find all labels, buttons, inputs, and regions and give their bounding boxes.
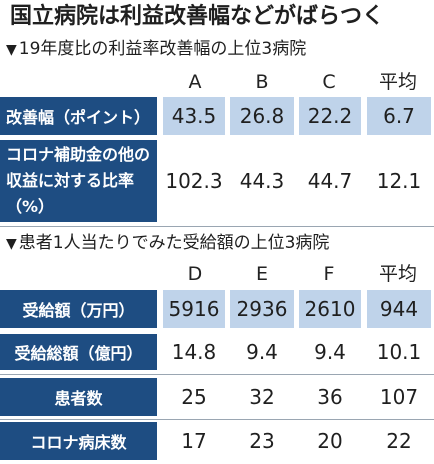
- section2-heading: ▼ 患者1人当たりでみた受給額の上位3病院: [6, 232, 329, 255]
- row-label-covid-beds: コロナ病床数: [0, 422, 157, 460]
- section2-heading-text: 患者1人当たりでみた受給額の上位3病院: [18, 233, 330, 253]
- col-header-f: F: [323, 263, 335, 285]
- table-cell: 2610: [299, 290, 361, 328]
- table-cell: 12.1: [376, 169, 422, 193]
- table-cell: 944: [367, 290, 431, 328]
- table-cell: 22: [386, 429, 412, 453]
- table-cell: 44.3: [239, 169, 285, 193]
- col-header-a: A: [188, 71, 202, 93]
- divider: [0, 226, 434, 227]
- table-cell: 23: [249, 429, 275, 453]
- col-header-c: C: [322, 71, 336, 93]
- divider: [0, 419, 434, 420]
- col-header-b: B: [255, 71, 269, 93]
- row-label-improvement: 改善幅（ポイント）: [0, 97, 157, 135]
- col-header-average: 平均: [378, 71, 417, 93]
- col-header-average-2: 平均: [378, 263, 417, 285]
- triangle-down-icon: ▼: [6, 236, 17, 252]
- table-cell: 20: [317, 429, 343, 453]
- table-cell: 44.7: [307, 169, 353, 193]
- page-title: 国立病院は利益改善幅などがばらつく: [10, 4, 385, 29]
- row-label-patients: 患者数: [0, 378, 157, 416]
- table-cell: 36: [317, 385, 343, 409]
- section1-heading: ▼ 19年度比の利益率改善幅の上位3病院: [6, 38, 306, 61]
- triangle-down-icon: ▼: [6, 42, 17, 58]
- row-label-subsidy-ratio: コロナ補助金の他の収益に対する比率（%）: [0, 140, 157, 222]
- table-cell: 43.5: [163, 97, 225, 135]
- col-header-e: E: [255, 263, 268, 285]
- table-cell: 5916: [163, 290, 225, 328]
- table-cell: 26.8: [230, 97, 294, 135]
- table-cell: 6.7: [367, 97, 431, 135]
- table-cell: 17: [181, 429, 207, 453]
- row-label-amount: 受給額（万円）: [0, 290, 157, 328]
- table-cell: 102.3: [165, 169, 223, 193]
- section1-heading-text: 19年度比の利益率改善幅の上位3病院: [18, 39, 307, 59]
- row-label-total-amount: 受給総額（億円）: [0, 334, 157, 370]
- table-cell: 2936: [230, 290, 294, 328]
- divider: [0, 374, 434, 375]
- table-cell: 9.4: [314, 340, 346, 364]
- table-cell: 107: [379, 385, 419, 409]
- table-cell: 14.8: [171, 340, 217, 364]
- table-cell: 32: [249, 385, 275, 409]
- table-cell: 25: [181, 385, 207, 409]
- table-cell: 22.2: [299, 97, 361, 135]
- table-cell: 10.1: [376, 340, 422, 364]
- col-header-d: D: [187, 263, 203, 285]
- table-cell: 9.4: [246, 340, 278, 364]
